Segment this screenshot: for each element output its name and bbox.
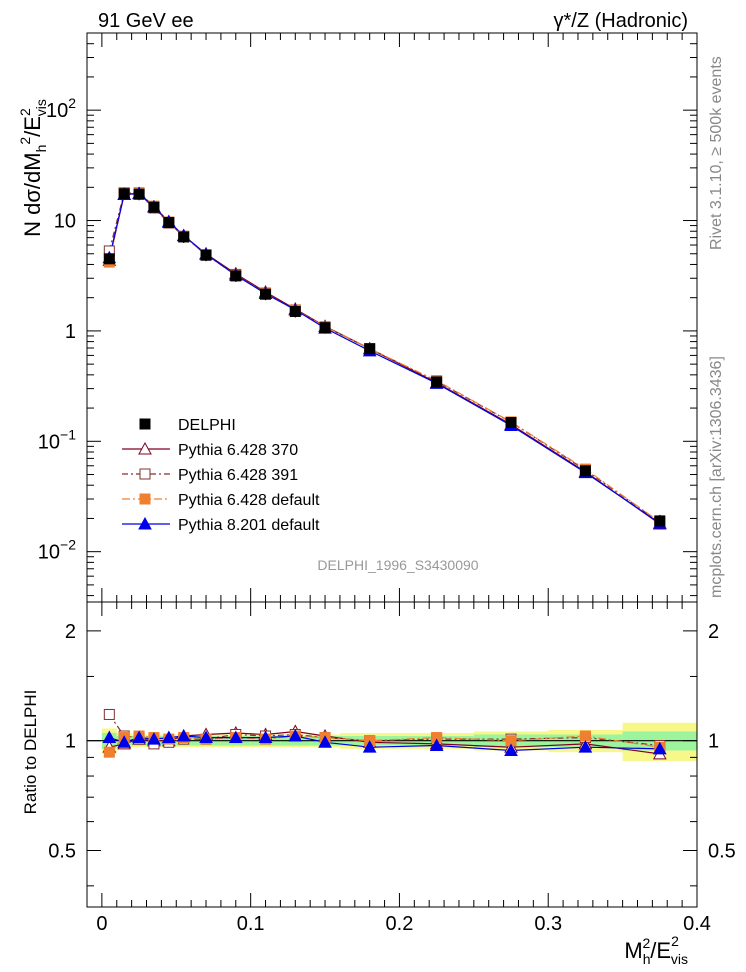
main-point-delphi: [103, 253, 115, 265]
main-point-delphi: [133, 188, 145, 200]
legend: DELPHI Pythia 6.428 370 Pythia 6.428 391 Py…: [122, 417, 320, 534]
main-point-delphi: [505, 417, 517, 429]
legend-label-p6def: Pythia 6.428 default: [178, 492, 320, 509]
ratio-frame: [86, 601, 698, 908]
ratio-ylabel: Ratio to DELPHI: [21, 690, 40, 815]
ratio-point-p8def: [132, 730, 146, 744]
legend-marker-p370: [138, 441, 152, 455]
ratio-point-p391: [103, 708, 115, 720]
main-point-delphi: [148, 201, 160, 213]
ratio-point-p8def: [258, 730, 273, 744]
legend-marker-p6def: [139, 493, 151, 505]
x-tick-label: 0.4: [683, 913, 711, 935]
main-y-tick-label: 10: [54, 211, 76, 233]
ratio-point-p8def: [504, 743, 518, 756]
legend-marker-p391: [139, 468, 151, 480]
main-point-delphi: [431, 376, 443, 388]
main-ylabel-sub2: vis: [33, 99, 49, 116]
main-point-delphi: [579, 465, 591, 477]
main-y-tick-label: 10−2: [38, 537, 76, 564]
legend-label-p370: Pythia 6.428 370: [178, 442, 298, 459]
main-point-delphi: [200, 249, 212, 261]
mcplots-label: mcplots.cern.ch [arXiv:1306.3436]: [708, 356, 725, 598]
ratio-point-p8def: [652, 741, 667, 755]
ratio-point-p8def: [199, 730, 213, 744]
ratio-point-p8def: [117, 735, 132, 748]
ratio-series-group: [102, 708, 667, 760]
main-ylabel: N dσ/dMh2/E2vis: [17, 99, 49, 237]
rivet-label: Rivet 3.1.10, ≥ 500k events: [708, 56, 725, 250]
xlabel-mid: /E: [650, 938, 671, 963]
main-ylabel-sup1: 2: [17, 137, 33, 145]
ratio-point-p8def: [102, 730, 117, 744]
main-series-group: [102, 186, 667, 530]
main-ylabel-sup2: 2: [17, 108, 33, 116]
ratio-point-p6def: [579, 730, 591, 742]
x-tick-label: 0.3: [534, 913, 562, 935]
main-point-delphi: [260, 288, 272, 300]
analysis-watermark: DELPHI_1996_S3430090: [317, 557, 478, 573]
ratio-point-p8def: [176, 728, 191, 742]
process-title: γ*/Z (Hadronic): [554, 10, 688, 32]
ratio-point-p8def: [429, 738, 444, 752]
ratio-point-p8def: [147, 732, 161, 745]
main-line-p8def: [108, 192, 661, 524]
ratio-line-p6def: [108, 735, 660, 753]
legend-marker-delphi: [139, 418, 151, 430]
ratio-y-tick-label: 0.5: [48, 840, 76, 862]
ratio-panel: 0.5 0.5 1 1 2 2 0 0.1 0.2 0.3 0.4: [48, 601, 736, 935]
ratio-point-p8def: [318, 735, 332, 748]
main-point-delphi: [118, 188, 130, 200]
legend-label-p8def: Pythia 8.201 default: [178, 517, 320, 534]
ratio-y-tick-label-right: 0.5: [708, 840, 736, 862]
main-panel: 10−2 10−1 1 10 102 DELPHI_1996_S3430090: [38, 32, 698, 603]
legend-marker-p8def: [138, 516, 152, 530]
x-tick-label: 0.2: [386, 913, 414, 935]
ratio-y-tick-label: 1: [65, 731, 76, 753]
main-ylabel-base: N dσ/dM: [20, 152, 45, 237]
ratio-point-p8def: [228, 730, 243, 744]
main-point-delphi: [654, 515, 666, 527]
xlabel-sup2: 2: [671, 933, 679, 949]
energy-title: 91 GeV ee: [98, 10, 194, 32]
main-y-tick-label: 1: [65, 321, 76, 343]
legend-label-delphi: DELPHI: [178, 417, 236, 434]
main-y-tick-label: 10−1: [38, 426, 76, 453]
ratio-point-p8def: [578, 740, 593, 753]
main-point-delphi: [163, 216, 175, 228]
main-y-tick-label: 102: [46, 95, 76, 122]
main-point-delphi: [319, 322, 331, 334]
main-point-delphi: [289, 305, 301, 317]
xlabel-sub2: vis: [671, 951, 688, 967]
ratio-point-p8def: [161, 730, 176, 744]
ratio-line-p8def: [109, 735, 660, 752]
ratio-point-p6def: [103, 746, 115, 758]
xlabel-base: M: [624, 938, 642, 963]
ratio-point-p8def: [362, 740, 377, 753]
x-tick-label: 0: [96, 913, 107, 935]
ratio-point-p8def: [288, 728, 303, 742]
xlabel-sup1: 2: [642, 935, 650, 951]
ratio-y-tick-label-right: 2: [708, 621, 719, 643]
ratio-line-p370: [109, 730, 660, 755]
main-point-delphi: [178, 231, 190, 243]
x-tick-label: 0.1: [237, 913, 265, 935]
legend-label-p391: Pythia 6.428 391: [178, 467, 298, 484]
main-ylabel-sub1: h: [33, 145, 49, 153]
ratio-y-tick-label: 2: [65, 621, 76, 643]
main-point-delphi: [364, 343, 376, 355]
main-point-delphi: [230, 270, 242, 282]
x-axis-label: Mh2/E2 vis: [624, 933, 688, 967]
ratio-y-tick-label-right: 1: [708, 731, 719, 753]
xlabel-sub1: h: [643, 951, 651, 967]
main-ylabel-mid: /E: [20, 116, 45, 137]
